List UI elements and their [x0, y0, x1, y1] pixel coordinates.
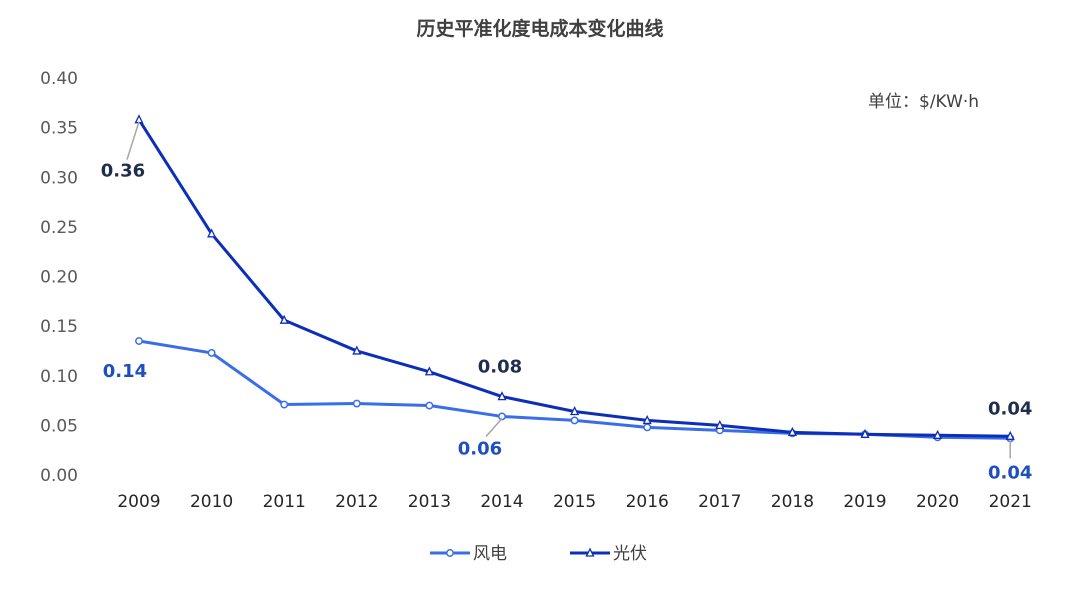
data-point [424, 366, 434, 376]
data-label: 0.04 [988, 462, 1032, 483]
data-point [642, 414, 652, 425]
data-point [280, 400, 289, 409]
data-point [643, 423, 652, 432]
legend-marker [585, 547, 595, 557]
chart-title: 历史平准化度电成本变化曲线 [416, 18, 664, 40]
data-point [860, 428, 870, 438]
data-point [498, 412, 506, 421]
y-tick-label: 0.25 [40, 218, 78, 238]
data-label: 0.04 [988, 398, 1032, 419]
data-point [207, 348, 216, 357]
x-tick-label: 2012 [335, 492, 378, 512]
x-tick-label: 2020 [916, 492, 959, 512]
data-label: 0.08 [478, 357, 522, 378]
x-tick-label: 2021 [989, 492, 1032, 512]
series-line-solar [137, 118, 1011, 438]
y-tick-label: 0.35 [40, 119, 78, 139]
x-tick-label: 2018 [771, 492, 814, 512]
data-point [135, 337, 143, 345]
y-tick-label: 0.15 [40, 317, 78, 337]
data-point [787, 426, 797, 436]
x-tick-label: 2013 [408, 492, 451, 512]
x-tick-label: 2017 [698, 492, 741, 512]
y-tick-label: 0.30 [40, 168, 78, 188]
data-point [352, 345, 362, 355]
y-tick-label: 0.10 [40, 367, 78, 387]
annotation-leader-line [485, 417, 503, 437]
legend-marker [446, 549, 454, 557]
annotation-leader-line [126, 121, 140, 160]
y-tick-label: 0.20 [40, 268, 78, 288]
x-tick-label: 2011 [263, 492, 306, 512]
data-point [570, 406, 580, 416]
data-point [1005, 430, 1015, 440]
unit-label: 单位：$/KW·h [868, 92, 980, 112]
legend-label: 风电 [473, 544, 507, 564]
data-point [570, 416, 579, 425]
data-label: 0.06 [458, 438, 502, 459]
y-tick-label: 0.40 [40, 69, 78, 89]
x-tick-label: 2019 [843, 492, 886, 512]
y-tick-label: 0.05 [40, 416, 78, 436]
data-label: 0.36 [101, 161, 145, 182]
legend-label: 光伏 [613, 544, 647, 564]
data-point [933, 429, 943, 439]
data-label: 0.14 [103, 361, 147, 382]
x-tick-label: 2009 [117, 492, 160, 512]
data-point [497, 391, 507, 401]
data-point [425, 401, 434, 410]
x-tick-label: 2015 [553, 492, 596, 512]
x-tick-label: 2010 [190, 492, 233, 512]
data-point [279, 314, 289, 324]
data-point [715, 419, 725, 430]
x-tick-label: 2016 [626, 492, 669, 512]
x-tick-label: 2014 [480, 492, 523, 512]
y-tick-label: 0.00 [40, 466, 78, 486]
data-point [207, 228, 217, 238]
data-point [134, 114, 144, 124]
data-point [352, 399, 361, 408]
